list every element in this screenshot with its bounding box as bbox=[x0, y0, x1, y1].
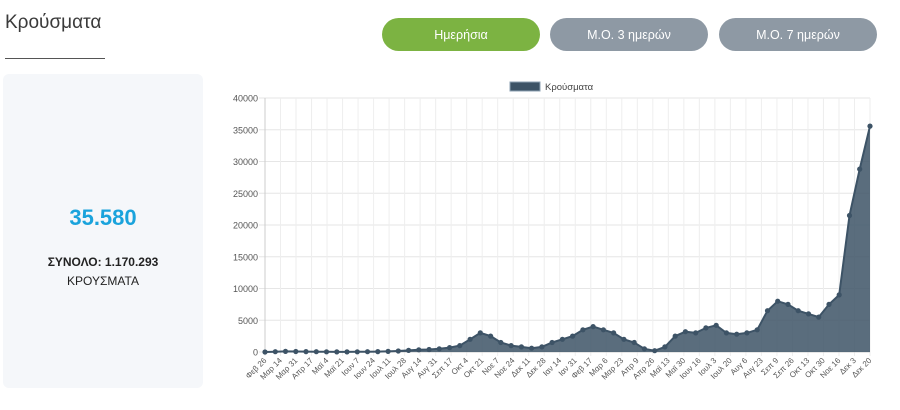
data-point bbox=[313, 349, 319, 355]
data-point bbox=[385, 348, 391, 354]
data-point bbox=[457, 343, 463, 349]
series-area bbox=[265, 126, 870, 352]
data-point bbox=[805, 311, 812, 317]
data-point bbox=[816, 314, 822, 320]
data-point bbox=[539, 344, 545, 350]
data-point bbox=[467, 336, 473, 342]
data-point bbox=[488, 333, 494, 339]
data-point bbox=[508, 343, 514, 349]
data-point bbox=[631, 339, 637, 346]
y-tick-label: 20000 bbox=[233, 221, 258, 231]
data-point bbox=[334, 349, 340, 355]
data-point bbox=[754, 327, 760, 333]
data-point bbox=[713, 322, 719, 328]
data-point bbox=[764, 308, 771, 314]
data-point bbox=[621, 336, 627, 342]
data-point bbox=[416, 347, 422, 353]
data-point bbox=[785, 301, 791, 307]
data-point bbox=[775, 298, 781, 304]
cases-unit-label: ΚΡΟΥΣΜΑΤΑ bbox=[67, 274, 139, 288]
y-tick-label: 0 bbox=[253, 348, 258, 358]
y-tick-label: 5000 bbox=[238, 316, 258, 326]
data-point bbox=[744, 330, 750, 336]
data-point bbox=[857, 166, 863, 172]
y-tick-label: 25000 bbox=[233, 189, 258, 199]
data-point bbox=[795, 308, 801, 314]
data-point bbox=[652, 348, 658, 354]
data-point bbox=[826, 301, 832, 307]
data-point bbox=[518, 344, 525, 350]
title-underline bbox=[5, 58, 105, 59]
data-point bbox=[262, 349, 268, 355]
y-tick-label: 30000 bbox=[233, 157, 258, 167]
data-point bbox=[580, 327, 586, 333]
data-point bbox=[846, 212, 853, 219]
daily-button[interactable]: Ημερήσια bbox=[382, 18, 540, 51]
data-point bbox=[529, 345, 535, 351]
y-tick-label: 35000 bbox=[233, 125, 258, 135]
data-point bbox=[498, 339, 504, 346]
data-point bbox=[272, 349, 278, 355]
legend-swatch bbox=[509, 81, 541, 92]
data-point bbox=[662, 344, 668, 350]
data-point bbox=[344, 349, 350, 355]
data-point bbox=[395, 348, 401, 354]
data-point bbox=[672, 333, 678, 339]
y-tick-label: 10000 bbox=[233, 284, 258, 294]
data-point bbox=[406, 347, 412, 353]
page-title: Κρούσματα bbox=[5, 12, 102, 33]
total-cases-label: ΣΥΝΟΛΟ: 1.170.293 bbox=[47, 255, 159, 269]
data-point bbox=[436, 346, 442, 352]
data-point bbox=[559, 336, 566, 342]
data-point bbox=[354, 349, 360, 355]
data-point bbox=[600, 327, 607, 333]
data-point bbox=[734, 331, 740, 337]
data-point bbox=[293, 348, 299, 355]
data-point bbox=[641, 346, 648, 352]
y-tick-label: 15000 bbox=[233, 252, 258, 262]
data-point bbox=[477, 330, 483, 336]
legend-label: Κρούσματα bbox=[545, 82, 594, 93]
data-point bbox=[611, 330, 617, 336]
data-point bbox=[447, 345, 453, 351]
data-point bbox=[693, 330, 699, 336]
avg-7-days-button[interactable]: Μ.Ο. 7 ημερών bbox=[719, 18, 877, 51]
data-point bbox=[590, 324, 596, 330]
data-point bbox=[723, 330, 730, 336]
data-point bbox=[426, 346, 432, 353]
data-point bbox=[549, 339, 555, 346]
data-point bbox=[703, 325, 709, 331]
data-point bbox=[570, 333, 576, 339]
data-point bbox=[303, 349, 309, 355]
latest-cases-value: 35.580 bbox=[69, 205, 137, 230]
summary-panel: 35.580 ΣΥΝΟΛΟ: 1.170.293 ΚΡΟΥΣΜΑΤΑ bbox=[3, 74, 203, 388]
data-point bbox=[682, 329, 689, 335]
data-point bbox=[323, 349, 330, 355]
data-point bbox=[364, 349, 371, 355]
y-tick-label: 40000 bbox=[233, 94, 258, 104]
data-point bbox=[867, 123, 873, 129]
data-point bbox=[375, 349, 381, 355]
avg-3-days-button[interactable]: Μ.Ο. 3 ημερών bbox=[550, 18, 708, 51]
data-point bbox=[836, 292, 842, 298]
data-point bbox=[282, 348, 289, 354]
